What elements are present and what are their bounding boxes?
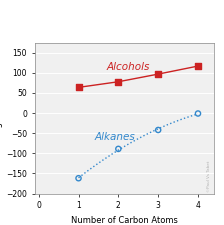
Point — [156, 128, 160, 132]
Y-axis label: Boiling Point °C: Boiling Point °C — [0, 86, 3, 151]
X-axis label: Number of Carbon Atoms: Number of Carbon Atoms — [71, 216, 178, 225]
Text: ©Paul Vs Tabet: ©Paul Vs Tabet — [207, 161, 211, 192]
Point — [196, 112, 200, 115]
Point — [77, 176, 80, 180]
Text: Alkanes: Alkanes — [95, 133, 135, 142]
Text: Alcohols: Alcohols — [106, 62, 150, 72]
Text: Variation of Boiling Point of straight chained Alcohols
and Alkanes with Number : Variation of Boiling Point of straight c… — [0, 9, 224, 30]
Point — [196, 64, 200, 68]
Point — [77, 86, 80, 89]
Point — [116, 147, 120, 151]
Point — [156, 72, 160, 76]
Point — [116, 80, 120, 83]
